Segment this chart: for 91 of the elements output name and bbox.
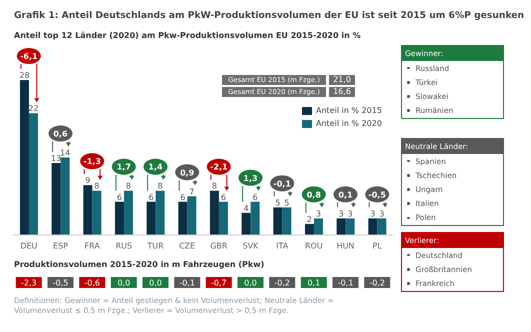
data-label: 2 bbox=[306, 214, 312, 224]
x-tick-label: TUR bbox=[146, 242, 164, 251]
chart-title: Grafik 1: Anteil Deutschlands am PkW-Produktionsvolumen der EU ist seit 2015 um 6%P gesunken bbox=[14, 10, 524, 21]
text: -0,2 bbox=[274, 278, 290, 288]
x-tick-label: RUS bbox=[116, 242, 132, 251]
chart-subtitle: Anteil top 12 Länder (2020) am Pkw-Produktionsvolumen EU 2015-2020 in % bbox=[14, 31, 361, 40]
data-label: 6 bbox=[220, 192, 226, 202]
data-label: 3 bbox=[379, 209, 384, 218]
legend-label: Anteil in % 2015 bbox=[315, 106, 382, 115]
data-label: 8 bbox=[212, 182, 218, 191]
data-label: 4 bbox=[244, 204, 249, 213]
data-label: 3 bbox=[348, 209, 353, 218]
text: -0,1 bbox=[338, 278, 354, 288]
text: 0,1 bbox=[307, 278, 320, 288]
bar bbox=[187, 196, 196, 235]
x-tick-label: HUN bbox=[336, 242, 354, 251]
data-label: 6 bbox=[116, 192, 122, 202]
annotation: 1,7 bbox=[116, 162, 131, 172]
data-label: 9 bbox=[85, 176, 90, 186]
x-tick-label: DEU bbox=[20, 242, 38, 251]
data-label: 8 bbox=[158, 182, 163, 191]
annotation: 0,8 bbox=[306, 190, 322, 200]
x-tick-label: GBR bbox=[210, 242, 228, 251]
bar bbox=[282, 207, 292, 235]
bar bbox=[20, 80, 29, 235]
bar bbox=[273, 207, 282, 235]
annotation: -0,1 bbox=[273, 179, 292, 188]
text: -0,5 bbox=[52, 278, 68, 288]
data-label: 3 bbox=[370, 209, 376, 218]
bar bbox=[346, 218, 355, 235]
data-label: 13 bbox=[51, 154, 62, 164]
annotation: 0,9 bbox=[180, 168, 195, 178]
bar bbox=[83, 185, 92, 235]
bar bbox=[336, 218, 346, 235]
annotation: 21,0 bbox=[329, 75, 355, 85]
text: -0,7 bbox=[211, 278, 227, 288]
bar bbox=[92, 190, 102, 235]
bar bbox=[304, 224, 314, 235]
bar bbox=[146, 202, 156, 235]
x-tick-label: SVK bbox=[242, 242, 260, 251]
x-tick-label: ESP bbox=[53, 242, 68, 251]
legend-label: Anteil in % 2020 bbox=[315, 119, 382, 128]
data-label: 5 bbox=[284, 198, 290, 208]
bar bbox=[114, 202, 124, 235]
annotation: -1,3 bbox=[83, 157, 101, 166]
data-label: 8 bbox=[94, 182, 100, 191]
bar bbox=[314, 218, 323, 235]
data-label: 6 bbox=[180, 192, 186, 202]
annotation: 16,6 bbox=[329, 87, 355, 97]
data-label: 6 bbox=[252, 192, 258, 202]
text: -6,1 bbox=[20, 52, 38, 61]
x-tick-label: ITA bbox=[276, 242, 289, 251]
bar bbox=[242, 212, 251, 235]
bar bbox=[124, 190, 133, 235]
x-tick-label: ROU bbox=[304, 242, 323, 251]
text: -2,3 bbox=[21, 278, 37, 288]
text: -0,1 bbox=[179, 278, 195, 288]
text: -0,6 bbox=[84, 278, 100, 288]
annotation: 0,1 bbox=[338, 190, 354, 200]
annotation: -2,1 bbox=[210, 162, 228, 172]
text: 0,0 bbox=[149, 278, 162, 288]
bar bbox=[210, 190, 219, 235]
data-label: 6 bbox=[148, 192, 154, 202]
bar bbox=[52, 163, 61, 235]
bar bbox=[218, 202, 228, 235]
text: 0,0 bbox=[244, 278, 257, 288]
data-label: 28 bbox=[19, 71, 30, 80]
annotation: 1,3 bbox=[243, 174, 258, 183]
data-label: 8 bbox=[126, 182, 132, 191]
bar bbox=[60, 158, 70, 235]
data-label: 7 bbox=[189, 187, 194, 196]
bar bbox=[368, 218, 378, 235]
data-label: 3 bbox=[316, 209, 322, 218]
bar bbox=[156, 190, 165, 235]
x-tick-label: FRA bbox=[84, 242, 100, 251]
data-label: 3 bbox=[338, 209, 344, 218]
x-tick-label: CZE bbox=[179, 242, 196, 251]
annotation: 0,6 bbox=[53, 130, 68, 138]
bar bbox=[28, 113, 38, 235]
x-tick-label: PL bbox=[372, 242, 382, 251]
data-label: 5 bbox=[275, 198, 280, 208]
data-label: 22 bbox=[28, 104, 39, 114]
bar bbox=[178, 202, 188, 235]
annotation: -0,5 bbox=[368, 190, 386, 200]
text: 0,0 bbox=[117, 278, 130, 288]
text: Produktionsvolumen 2015-2020 in m Fahrzeugen (Pkw) bbox=[14, 260, 264, 269]
bar bbox=[250, 202, 260, 235]
bar bbox=[377, 218, 386, 235]
data-label: 14 bbox=[60, 148, 70, 158]
text: -0,2 bbox=[369, 278, 385, 288]
annotation: 1,4 bbox=[148, 162, 164, 172]
